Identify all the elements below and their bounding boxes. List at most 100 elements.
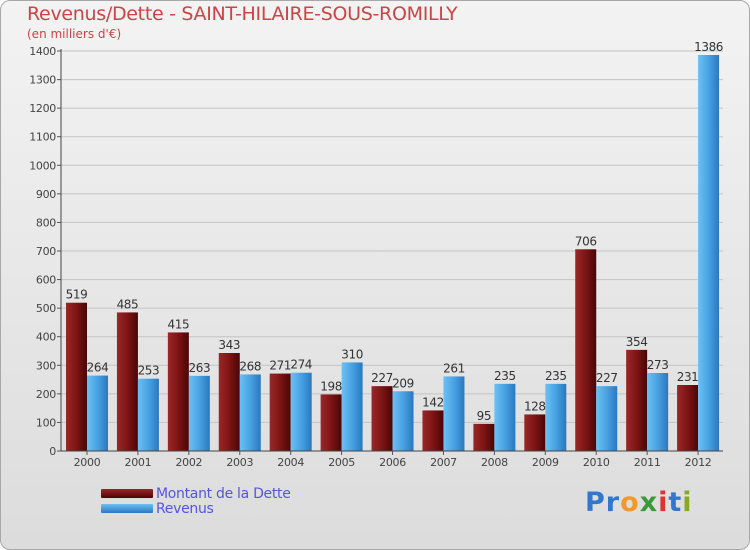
data-label-debt: 128 bbox=[524, 399, 546, 413]
bar-revenus bbox=[443, 376, 465, 451]
legend: Montant de la Dette Revenus bbox=[101, 485, 291, 517]
x-tick-label: 2009 bbox=[532, 456, 559, 469]
y-tick-label: 1100 bbox=[29, 131, 56, 144]
bar-debt bbox=[269, 373, 291, 451]
bar-debt bbox=[320, 394, 342, 451]
x-tick-label: 2008 bbox=[481, 456, 508, 469]
logo-letter: x bbox=[639, 487, 659, 518]
bar-revenus bbox=[698, 55, 720, 451]
gridlines bbox=[61, 50, 723, 423]
data-label-debt: 519 bbox=[66, 288, 88, 302]
legend-swatch-revenus bbox=[101, 504, 153, 513]
data-label-revenus: 261 bbox=[443, 361, 465, 375]
x-tick-label: 2011 bbox=[634, 456, 661, 469]
y-tick-label: 300 bbox=[36, 359, 56, 372]
bar-revenus bbox=[545, 383, 567, 451]
bar-debt bbox=[218, 353, 240, 451]
data-label-debt: 95 bbox=[477, 409, 491, 423]
proxiti-logo: Proxiti bbox=[585, 487, 693, 518]
bar-debt bbox=[677, 385, 699, 451]
y-tick-label: 1200 bbox=[29, 102, 56, 115]
bars bbox=[66, 55, 720, 451]
unit-label: (en milliers d'€) bbox=[27, 27, 122, 41]
y-tick-label: 1300 bbox=[29, 74, 56, 87]
bar-revenus bbox=[290, 372, 312, 451]
x-tick-label: 2005 bbox=[328, 456, 355, 469]
bar-revenus bbox=[647, 373, 669, 451]
y-tick-label: 1000 bbox=[29, 159, 56, 172]
x-tick-label: 2012 bbox=[685, 456, 712, 469]
data-label-revenus: 274 bbox=[290, 358, 312, 372]
data-label-revenus: 264 bbox=[87, 361, 109, 375]
data-label-debt: 706 bbox=[575, 234, 597, 248]
data-label-revenus: 209 bbox=[392, 376, 414, 390]
x-tick-label: 2004 bbox=[277, 456, 304, 469]
logo-letter: i bbox=[682, 487, 693, 518]
legend-label-revenus: Revenus bbox=[156, 500, 214, 517]
logo-letter: r bbox=[605, 487, 621, 518]
bar-debt bbox=[422, 410, 444, 451]
chart-title: Revenus/Dette - SAINT-HILAIRE-SOUS-ROMIL… bbox=[27, 3, 458, 25]
bar-debt bbox=[371, 386, 393, 451]
bar-revenus bbox=[596, 386, 618, 451]
bar-revenus bbox=[188, 375, 210, 451]
legend-item-revenus: Revenus bbox=[101, 500, 291, 517]
data-label-revenus: 1386 bbox=[694, 40, 723, 54]
axes bbox=[57, 49, 723, 455]
x-tick-label: 2000 bbox=[74, 456, 101, 469]
bar-revenus bbox=[87, 375, 108, 451]
bar-debt bbox=[524, 414, 546, 451]
y-tick-label: 1400 bbox=[29, 45, 56, 58]
x-tick-label: 2001 bbox=[125, 456, 152, 469]
y-tick-label: 0 bbox=[49, 445, 56, 458]
data-label-debt: 485 bbox=[117, 297, 139, 311]
y-tick-label: 800 bbox=[36, 216, 56, 229]
bar-revenus bbox=[341, 362, 363, 451]
bar-debt bbox=[66, 302, 87, 451]
y-tick-label: 100 bbox=[36, 416, 56, 429]
y-tick-label: 600 bbox=[36, 274, 56, 287]
data-label-debt: 142 bbox=[422, 395, 444, 409]
data-label-debt: 231 bbox=[677, 370, 699, 384]
data-label-revenus: 268 bbox=[239, 359, 261, 373]
legend-label-debt: Montant de la Dette bbox=[156, 485, 291, 502]
logo-letter: t bbox=[668, 487, 683, 518]
bar-debt bbox=[116, 312, 138, 451]
legend-item-debt: Montant de la Dette bbox=[101, 485, 291, 502]
x-tick-label: 2010 bbox=[583, 456, 610, 469]
y-tick-label: 700 bbox=[36, 245, 56, 258]
data-label-debt: 227 bbox=[371, 371, 393, 385]
logo-letter: P bbox=[585, 487, 606, 518]
data-label-revenus: 235 bbox=[545, 369, 567, 383]
data-label-revenus: 235 bbox=[494, 369, 516, 383]
y-tick-label: 900 bbox=[36, 188, 56, 201]
data-label-revenus: 273 bbox=[647, 358, 669, 372]
logo-letter: i bbox=[658, 487, 669, 518]
x-tick-label: 2006 bbox=[379, 456, 406, 469]
tick-labels: 0 100 200 300 400 500 600 700 800 900 1000 1100 1200… bbox=[29, 45, 712, 469]
bar-debt bbox=[626, 349, 648, 451]
data-label-revenus: 227 bbox=[596, 371, 618, 385]
bar-debt bbox=[575, 249, 597, 451]
legend-swatch-debt bbox=[101, 489, 153, 498]
data-label-revenus: 253 bbox=[138, 364, 160, 378]
data-label-debt: 415 bbox=[167, 317, 189, 331]
data-label-debt: 343 bbox=[218, 338, 240, 352]
y-tick-label: 200 bbox=[36, 388, 56, 401]
data-label-revenus: 310 bbox=[341, 347, 363, 361]
y-tick-label: 400 bbox=[36, 331, 56, 344]
x-tick-label: 2002 bbox=[175, 456, 202, 469]
data-label-debt: 354 bbox=[626, 335, 648, 349]
bar-debt bbox=[473, 423, 495, 451]
data-label-debt: 198 bbox=[320, 379, 342, 393]
bar-revenus bbox=[392, 391, 414, 451]
y-tick-label: 500 bbox=[36, 302, 56, 315]
bar-revenus bbox=[494, 383, 516, 451]
bar-revenus bbox=[239, 374, 261, 451]
data-label-revenus: 263 bbox=[188, 361, 210, 375]
bar-revenus bbox=[137, 378, 159, 451]
x-tick-label: 2007 bbox=[430, 456, 457, 469]
